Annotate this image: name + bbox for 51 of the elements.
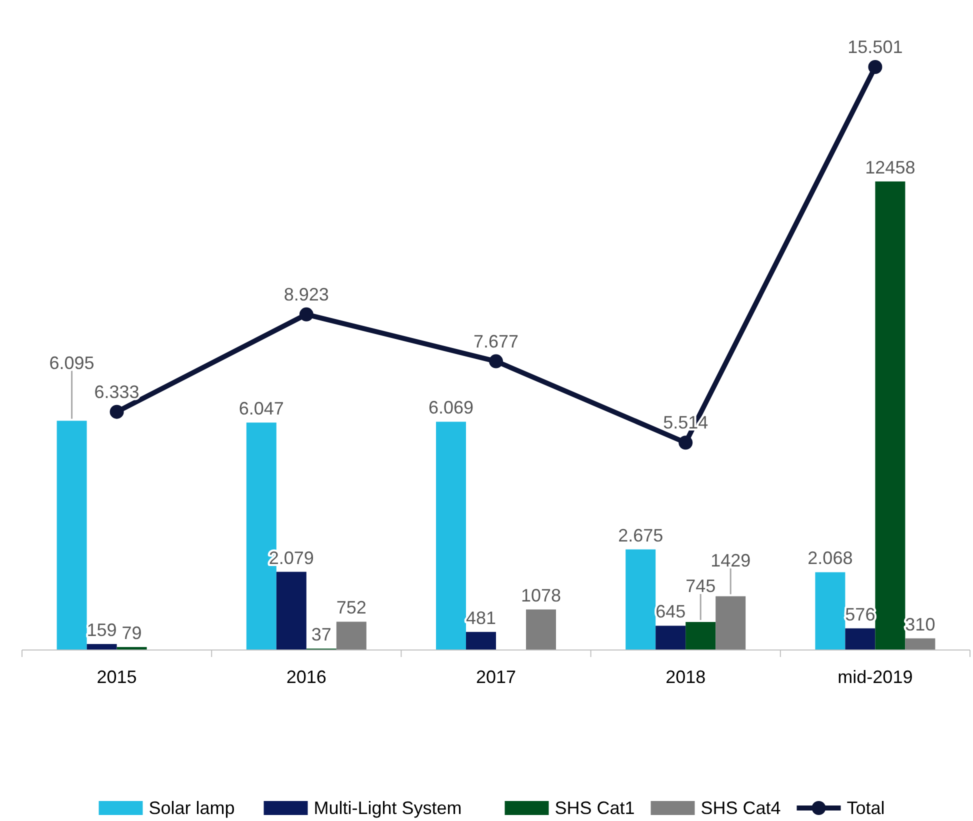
bar xyxy=(845,628,876,650)
data-label: 6.333 xyxy=(94,382,140,402)
bar xyxy=(656,626,686,650)
data-label: 6.095 xyxy=(49,352,94,373)
data-label: 79 xyxy=(122,623,142,644)
legend-label: Total xyxy=(846,798,885,818)
data-label: 645 xyxy=(656,602,686,622)
data-label: 481 xyxy=(466,608,496,628)
bar xyxy=(86,644,117,650)
x-tick-label: 2015 xyxy=(96,667,137,687)
x-tick-label: 2018 xyxy=(666,667,706,687)
point xyxy=(110,404,124,419)
data-label: 6.047 xyxy=(238,398,284,419)
data-label: 15.501 xyxy=(848,37,903,57)
bar xyxy=(815,572,846,650)
data-label: 752 xyxy=(336,598,366,618)
data-label: 6.069 xyxy=(428,398,474,418)
bar xyxy=(466,632,496,650)
bar xyxy=(276,572,306,650)
bar xyxy=(905,638,936,650)
data-label: 745 xyxy=(686,576,716,596)
bar xyxy=(56,420,87,650)
x-tick-label: mid-2019 xyxy=(838,667,913,687)
data-label: 12458 xyxy=(865,157,916,178)
point xyxy=(489,354,503,368)
bar xyxy=(716,596,746,650)
data-label: 8.923 xyxy=(284,284,329,304)
bar xyxy=(336,622,366,650)
x-tick-label: 2016 xyxy=(286,667,326,687)
data-label: 37 xyxy=(311,624,332,645)
data-label: 7.677 xyxy=(473,331,519,352)
data-label: 576 xyxy=(845,604,876,624)
data-label: 1429 xyxy=(710,550,751,570)
data-label: 2.675 xyxy=(618,525,664,546)
legend-label: Multi-Light System xyxy=(314,798,462,818)
bar xyxy=(686,622,716,650)
x-tick-label: 2017 xyxy=(476,667,516,687)
data-label: 2.068 xyxy=(808,548,853,568)
data-label: 1078 xyxy=(520,585,562,606)
legend-label: SHS Cat1 xyxy=(554,798,635,818)
data-label: 310 xyxy=(905,614,936,634)
point xyxy=(299,307,314,322)
legend-label: Solar lamp xyxy=(148,798,235,818)
bar xyxy=(875,181,906,650)
point xyxy=(868,60,882,74)
data-label: 159 xyxy=(86,620,117,640)
bar xyxy=(526,609,556,650)
bar xyxy=(626,549,656,650)
point xyxy=(678,436,693,450)
bar xyxy=(436,422,466,650)
legend-label: SHS Cat4 xyxy=(700,798,781,818)
